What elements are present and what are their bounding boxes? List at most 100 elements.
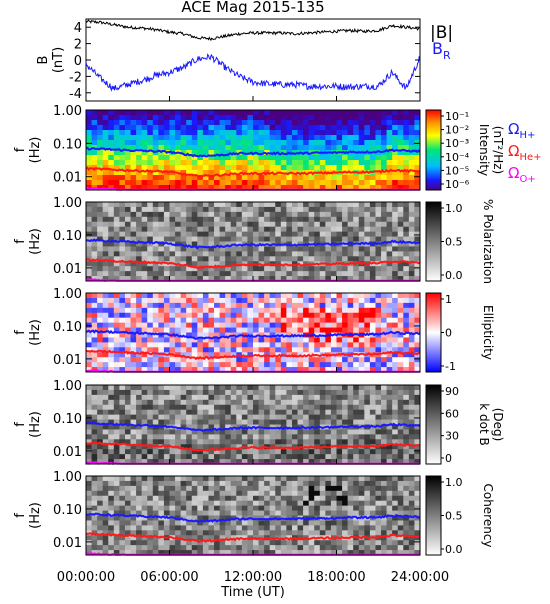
polarization-cell xyxy=(314,232,320,237)
ellipticity-cell xyxy=(242,303,248,308)
coherency-cell xyxy=(131,486,137,491)
polarization-cell xyxy=(259,256,265,261)
kdotb-cell xyxy=(259,420,265,425)
polarization-cell xyxy=(331,266,337,271)
polarization-cell xyxy=(170,212,176,217)
coherency-cell xyxy=(375,511,381,516)
intensity-cell xyxy=(264,115,270,120)
kdotb-cell xyxy=(281,415,287,420)
ellipticity-cell xyxy=(264,337,270,342)
polarization-cell xyxy=(409,232,415,237)
kdotb-cell xyxy=(225,405,231,410)
kdotb-cbar-label: 30 xyxy=(445,430,459,443)
ellipticity-cell xyxy=(175,357,181,362)
ellipticity-cell xyxy=(309,347,315,352)
ellipticity-cell xyxy=(331,308,337,313)
coherency-cell xyxy=(342,496,348,501)
intensity-cell xyxy=(353,110,359,115)
kdotb-cell xyxy=(270,385,276,390)
kdotb-cell xyxy=(281,454,287,459)
kdotb-cell xyxy=(247,395,253,400)
intensity-cell xyxy=(359,175,365,180)
intensity-cell xyxy=(320,180,326,185)
kdotb-cell xyxy=(286,415,292,420)
ellipticity-cell xyxy=(264,308,270,313)
ellipticity-cell xyxy=(214,362,220,367)
polarization-cell xyxy=(170,246,176,251)
ellipticity-cell xyxy=(320,337,326,342)
kdotb-cell xyxy=(242,429,248,434)
polarization-cell xyxy=(320,212,326,217)
kdotb-cell xyxy=(136,415,142,420)
kdotb-cell xyxy=(181,429,187,434)
ellipticity-cell xyxy=(375,313,381,318)
polarization-cell xyxy=(303,212,309,217)
kdotb-cbar-units: (Deg) xyxy=(491,408,505,442)
kdotb-cell xyxy=(147,410,153,415)
polarization-cell xyxy=(186,251,192,256)
kdotb-cell xyxy=(281,410,287,415)
intensity-cell xyxy=(236,140,242,145)
kdotb-cell xyxy=(170,429,176,434)
polarization-cell xyxy=(342,232,348,237)
coherency-cell xyxy=(131,525,137,530)
polarization-cell xyxy=(314,256,320,261)
kdotb-cell xyxy=(192,385,198,390)
polarization-cell xyxy=(270,202,276,207)
intensity-cell xyxy=(92,155,98,160)
intensity-cell xyxy=(136,110,142,115)
ellipticity-cell xyxy=(320,347,326,352)
ellipticity-cell xyxy=(147,337,153,342)
intensity-cell xyxy=(325,120,331,125)
coherency-cell xyxy=(192,476,198,481)
intensity-cell xyxy=(203,145,209,150)
polarization-cell xyxy=(381,227,387,232)
coherency-cell xyxy=(108,501,114,506)
ellipticity-cell xyxy=(398,357,404,362)
coherency-cell xyxy=(348,486,354,491)
kdotb-cell xyxy=(303,405,309,410)
intensity-cell xyxy=(114,140,120,145)
ellipticity-cell xyxy=(192,303,198,308)
kdotb-cell xyxy=(86,395,92,400)
intensity-cell xyxy=(247,175,253,180)
kdotb-cell xyxy=(381,415,387,420)
kdotb-cell xyxy=(247,449,253,454)
coherency-cell xyxy=(281,486,287,491)
polarization-cell xyxy=(403,202,409,207)
polarization-cell xyxy=(259,217,265,222)
coherency-cell xyxy=(220,511,226,516)
kdotb-cell xyxy=(192,454,198,459)
intensity-cell xyxy=(320,175,326,180)
ellipticity-cell xyxy=(309,337,315,342)
coherency-cell xyxy=(364,530,370,535)
polarization-cell xyxy=(370,251,376,256)
intensity-cell xyxy=(364,130,370,135)
ellipticity-cell xyxy=(119,323,125,328)
coherency-cell xyxy=(97,545,103,550)
polarization-cell xyxy=(364,251,370,256)
legend-h-omega: Ω xyxy=(508,120,519,138)
kdotb-cell xyxy=(208,395,214,400)
intensity-cell xyxy=(286,175,292,180)
coherency-cell xyxy=(253,525,259,530)
coherency-cell xyxy=(325,496,331,501)
polarization-cell xyxy=(236,222,242,227)
ellipticity-cell xyxy=(197,328,203,333)
kdotb-cell xyxy=(314,434,320,439)
intensity-cell xyxy=(175,135,181,140)
kdotb-cell xyxy=(208,405,214,410)
kdotb-cell xyxy=(114,390,120,395)
intensity-cell xyxy=(97,110,103,115)
kdotb-cell xyxy=(192,439,198,444)
polarization-cell xyxy=(164,271,170,276)
coherency-cell xyxy=(242,491,248,496)
ellipticity-cell xyxy=(337,298,343,303)
polarization-cell xyxy=(342,251,348,256)
polarization-cell xyxy=(108,202,114,207)
polarization-cell xyxy=(309,232,315,237)
intensity-cell xyxy=(214,120,220,125)
polarization-cell xyxy=(320,266,326,271)
kdotb-cell xyxy=(236,400,242,405)
polarization-cell xyxy=(186,202,192,207)
